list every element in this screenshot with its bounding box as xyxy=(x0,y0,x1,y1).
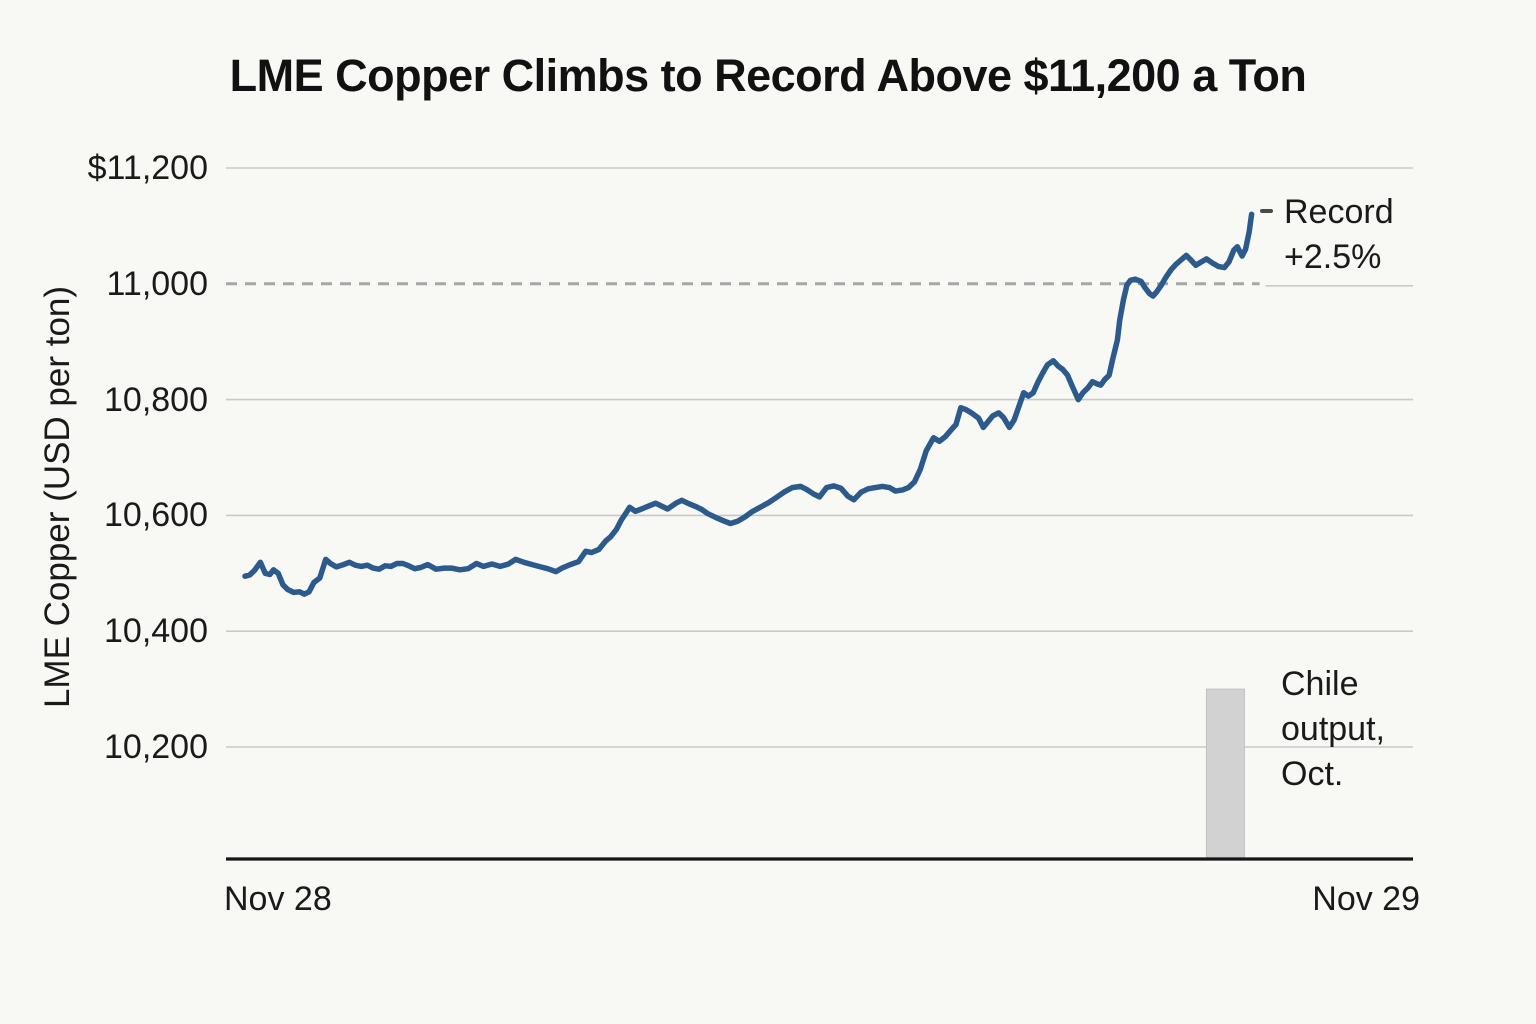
record-annotation: Record +2.5% xyxy=(1284,190,1394,280)
x-tick-label-nov29: Nov 29 xyxy=(1312,880,1420,918)
record-leader-tick xyxy=(1260,209,1273,213)
chart-title: LME Copper Climbs to Record Above $11,20… xyxy=(229,50,1307,101)
chile-output-bar xyxy=(1205,688,1245,860)
chile-annotation-line1: Chile xyxy=(1281,665,1359,703)
y-tick-label-10800: 10,800 xyxy=(104,380,208,419)
x-tick-label-nov28: Nov 28 xyxy=(224,880,332,918)
y-tick-label-11200: $11,200 xyxy=(87,149,208,187)
y-tick-label-10400: 10,400 xyxy=(104,612,208,651)
chile-annotation-line3: Oct. xyxy=(1281,755,1344,793)
price-line xyxy=(242,211,1255,597)
record-annotation-line2: +2.5% xyxy=(1284,238,1382,276)
y-tick-label-11000: 11,000 xyxy=(106,264,208,303)
y-tick-label-10600: 10,600 xyxy=(104,496,208,535)
chile-output-annotation: Chile output, Oct. xyxy=(1281,662,1385,797)
y-tick-label-10200: 10,200 xyxy=(104,728,208,766)
chile-annotation-line2: output, xyxy=(1281,710,1385,748)
record-annotation-line1: Record xyxy=(1284,193,1394,231)
